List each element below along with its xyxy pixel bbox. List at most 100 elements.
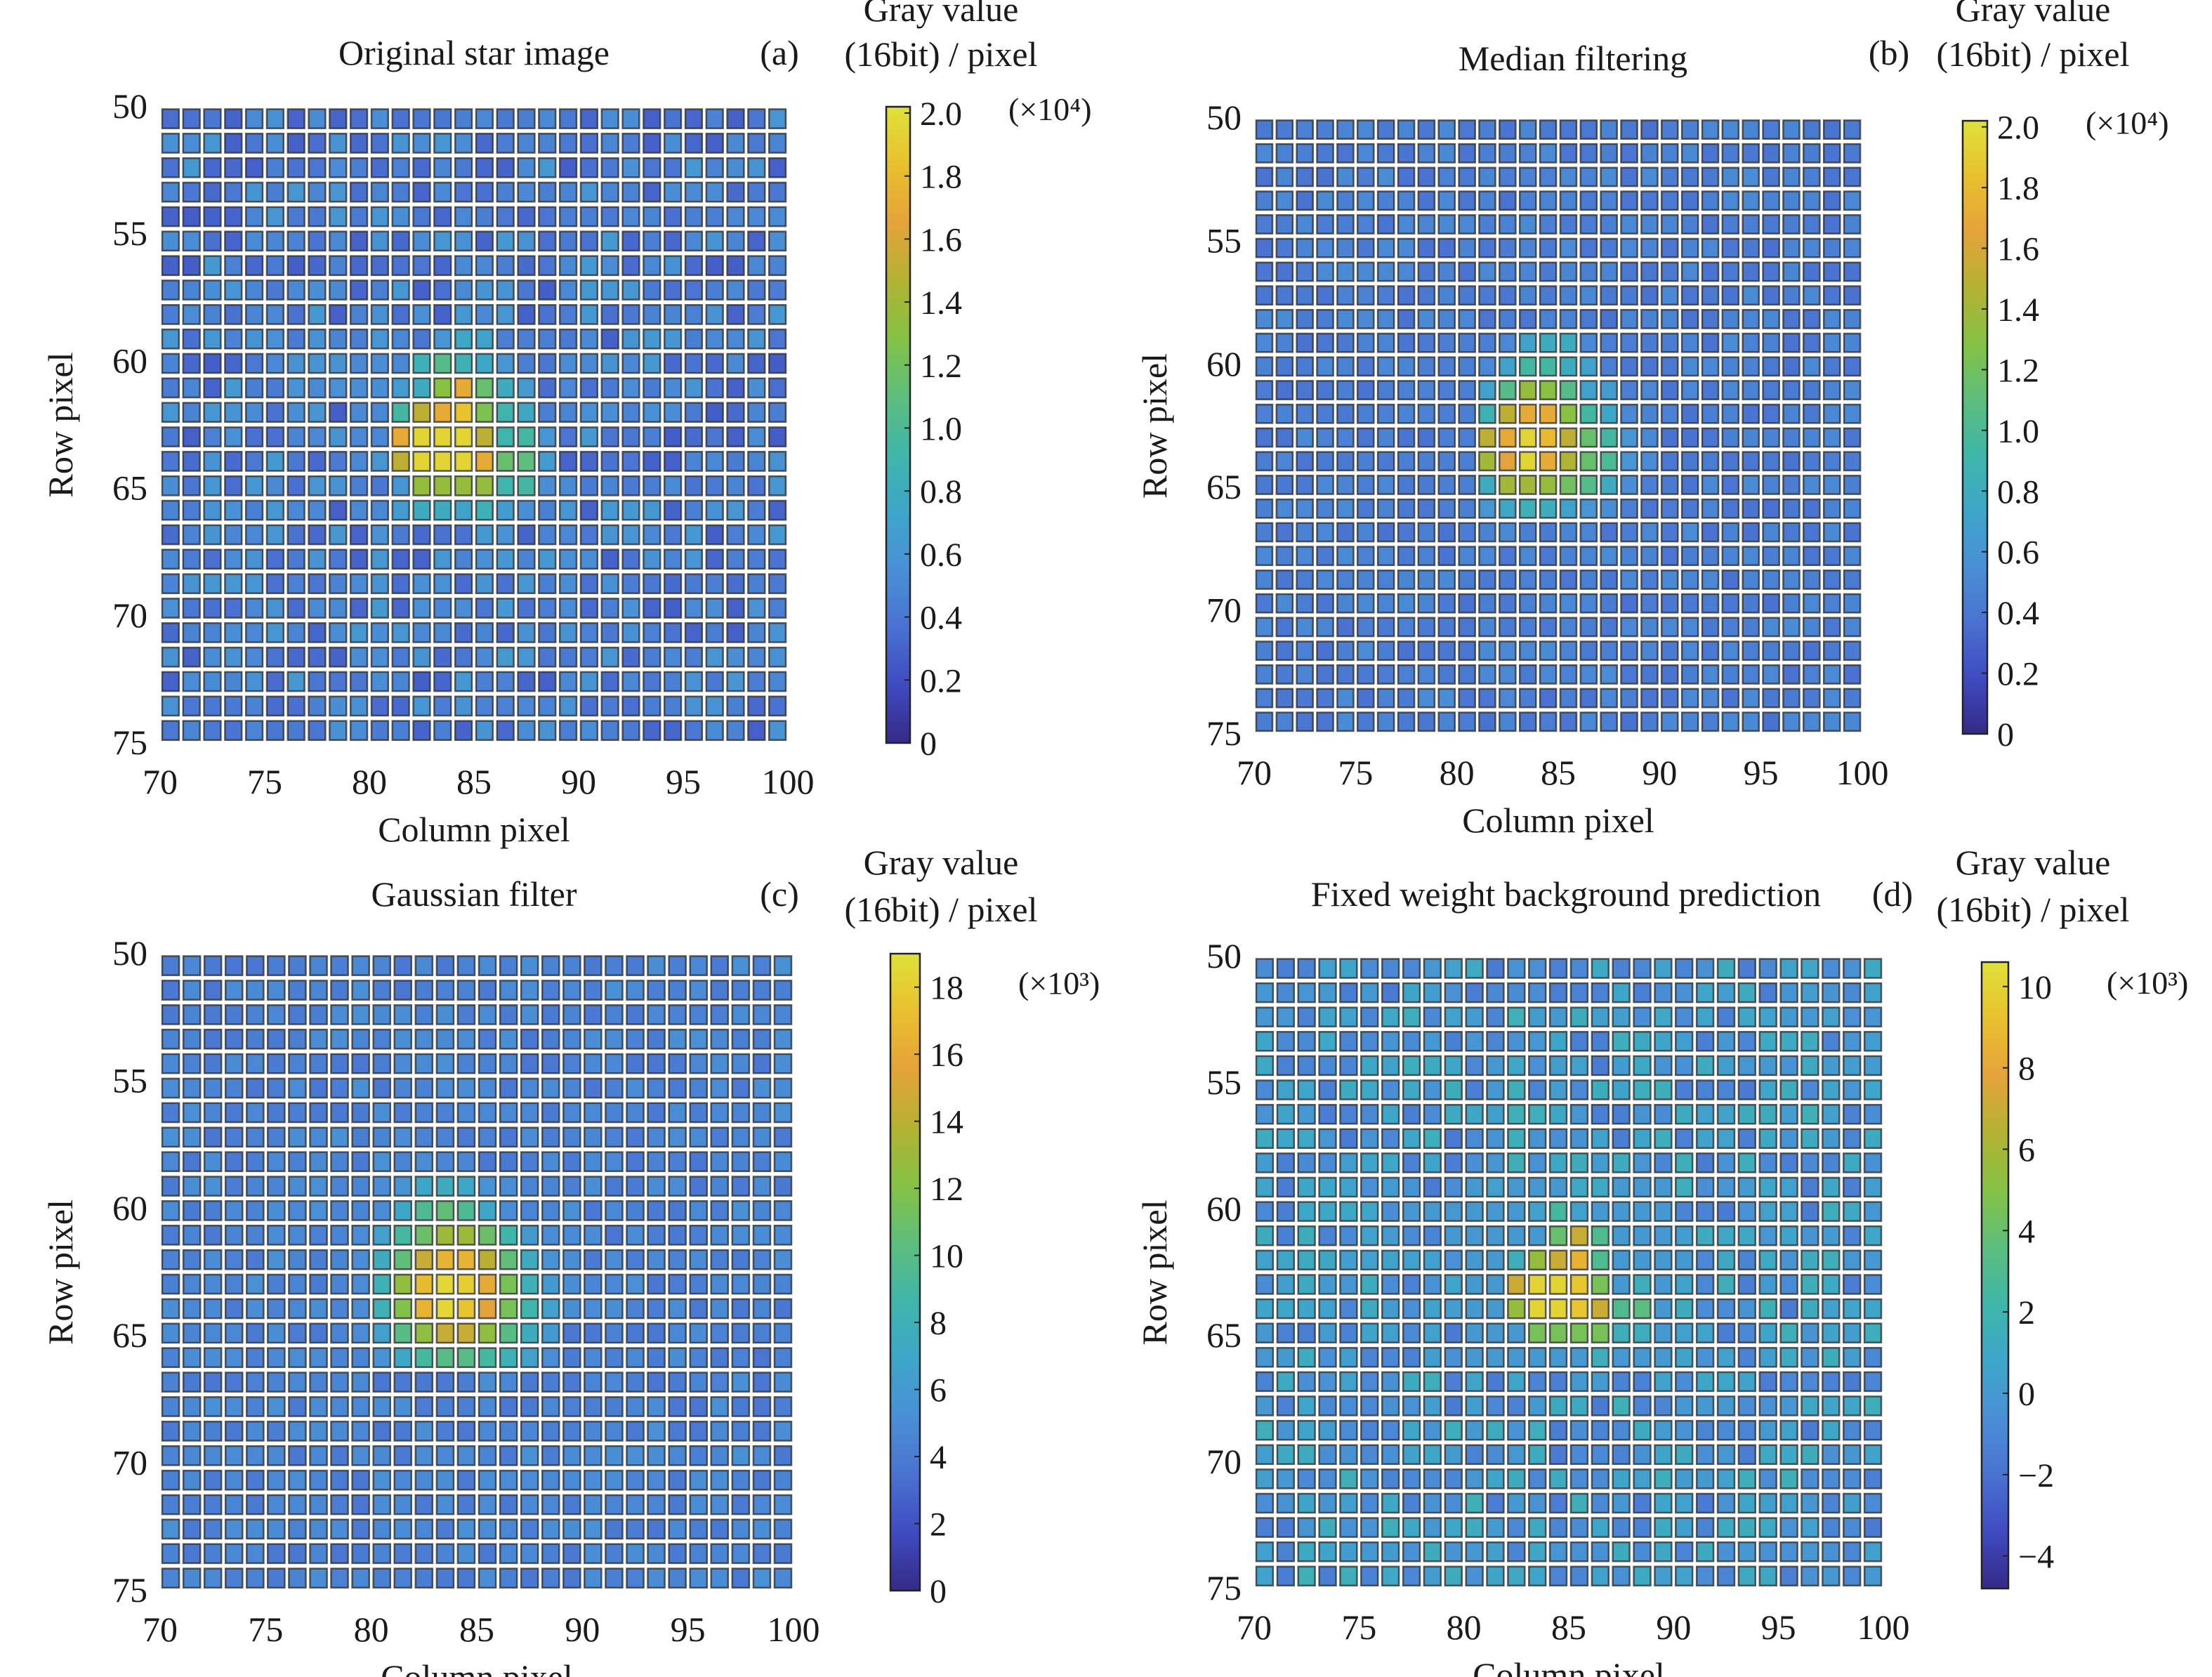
heatmap-cell bbox=[1478, 617, 1496, 638]
heatmap-cell bbox=[689, 1249, 709, 1270]
heatmap-cell bbox=[1721, 190, 1740, 211]
heatmap-cell bbox=[1675, 1322, 1694, 1343]
heatmap-cell bbox=[1397, 451, 1416, 472]
heatmap-cell bbox=[621, 181, 640, 203]
heatmap-cell bbox=[1620, 143, 1638, 164]
heatmap-cell bbox=[393, 1102, 413, 1124]
heatmap-cell bbox=[224, 1004, 244, 1025]
heatmap-cell bbox=[1758, 1541, 1777, 1563]
heatmap-cell bbox=[584, 955, 603, 976]
heatmap-cell bbox=[600, 475, 619, 496]
heatmap-cell bbox=[372, 1298, 392, 1320]
heatmap-cell bbox=[747, 353, 766, 374]
heatmap-cell bbox=[1620, 427, 1638, 448]
heatmap-cell bbox=[1276, 1322, 1296, 1343]
heatmap-cell bbox=[731, 1543, 751, 1565]
heatmap-cell bbox=[520, 1200, 539, 1221]
heatmap-cell bbox=[1579, 711, 1598, 732]
heatmap-cell bbox=[1559, 570, 1578, 590]
heatmap-cell bbox=[391, 646, 410, 668]
heatmap-cell bbox=[517, 402, 536, 423]
heatmap-cell bbox=[705, 598, 724, 619]
heatmap-cell bbox=[1518, 261, 1537, 282]
heatmap-cell bbox=[203, 1298, 223, 1320]
heatmap-cell bbox=[517, 230, 536, 252]
heatmap-cell bbox=[1360, 1274, 1379, 1295]
heatmap-cell bbox=[182, 280, 201, 301]
heatmap-cell bbox=[1612, 1419, 1631, 1441]
x-axis-label: Column pixel bbox=[378, 810, 570, 849]
colorbar-tick-label: 0.4 bbox=[1997, 595, 2039, 632]
heatmap-cell bbox=[456, 1102, 476, 1124]
heatmap-cell bbox=[475, 646, 494, 668]
heatmap-cell bbox=[1336, 711, 1355, 732]
heatmap-cell bbox=[621, 573, 640, 595]
heatmap-cell bbox=[203, 980, 223, 1001]
heatmap-cell bbox=[768, 573, 787, 595]
heatmap-cell bbox=[456, 1224, 476, 1246]
heatmap-cell bbox=[1356, 593, 1375, 614]
heatmap-cell bbox=[475, 426, 494, 447]
heatmap-cell bbox=[1660, 546, 1679, 567]
heatmap-cell bbox=[1528, 1419, 1547, 1441]
heatmap-cell bbox=[1863, 1468, 1883, 1489]
heatmap-cell bbox=[1318, 1517, 1337, 1538]
heatmap-cell bbox=[224, 181, 243, 203]
heatmap-cell bbox=[433, 353, 452, 374]
heatmap-cell bbox=[1675, 1249, 1694, 1271]
heatmap-cell bbox=[668, 1151, 687, 1173]
heatmap-cell bbox=[308, 328, 327, 350]
heatmap-cell bbox=[1680, 308, 1699, 329]
heatmap-cell bbox=[1486, 1322, 1505, 1343]
heatmap-cell bbox=[1559, 190, 1578, 211]
heatmap-cell bbox=[626, 1469, 645, 1491]
heatmap-cell bbox=[517, 524, 536, 546]
heatmap-cell bbox=[1559, 214, 1578, 235]
heatmap-cell bbox=[329, 133, 348, 154]
heatmap-cell bbox=[1800, 1541, 1819, 1563]
heatmap-cell bbox=[1633, 958, 1652, 979]
heatmap-cell bbox=[1507, 1371, 1526, 1393]
heatmap-cell bbox=[1843, 711, 1862, 732]
heatmap-cell bbox=[161, 524, 180, 546]
heatmap-cell bbox=[330, 1518, 349, 1540]
heatmap-cell bbox=[600, 133, 619, 154]
heatmap-cell bbox=[731, 1176, 751, 1197]
heatmap-cell bbox=[1316, 546, 1334, 567]
heatmap-cell bbox=[1437, 380, 1456, 400]
heatmap-cell bbox=[330, 1077, 349, 1099]
heatmap-cell bbox=[1716, 1347, 1736, 1368]
heatmap-cell bbox=[1336, 214, 1355, 235]
heatmap-cell bbox=[1591, 1517, 1610, 1538]
heatmap-cell bbox=[768, 206, 787, 228]
heatmap-cell bbox=[349, 451, 369, 472]
heatmap-cell bbox=[1742, 427, 1760, 448]
heatmap-cell bbox=[579, 255, 599, 277]
heatmap-cell bbox=[517, 695, 536, 717]
heatmap-cell bbox=[1569, 1347, 1589, 1368]
heatmap-cell bbox=[1675, 1468, 1694, 1489]
heatmap-cell bbox=[1782, 570, 1800, 590]
heatmap-cell bbox=[1680, 617, 1699, 638]
heatmap-cell bbox=[330, 1249, 349, 1270]
heatmap-cell bbox=[412, 206, 431, 228]
heatmap-cell bbox=[668, 1445, 687, 1466]
heatmap-cell bbox=[1843, 958, 1862, 979]
heatmap-cell bbox=[1579, 214, 1598, 235]
heatmap-cell bbox=[287, 206, 305, 228]
heatmap-cell bbox=[1397, 617, 1416, 638]
heatmap-cell bbox=[308, 426, 327, 447]
heatmap-cell bbox=[768, 280, 787, 301]
heatmap-cell bbox=[1465, 1128, 1484, 1150]
heatmap-cell bbox=[1356, 332, 1375, 353]
heatmap-cell bbox=[1721, 427, 1740, 448]
heatmap-cell bbox=[1822, 1371, 1841, 1393]
heatmap-cell bbox=[621, 402, 640, 423]
heatmap-cell bbox=[1417, 664, 1436, 685]
colorbar-tick-label: 14 bbox=[930, 1104, 963, 1141]
heatmap-cell bbox=[538, 720, 557, 742]
heatmap-cell bbox=[1339, 1103, 1358, 1125]
heatmap-cell bbox=[499, 1469, 518, 1491]
heatmap-cell bbox=[246, 955, 265, 976]
heatmap-cell bbox=[1437, 570, 1456, 590]
